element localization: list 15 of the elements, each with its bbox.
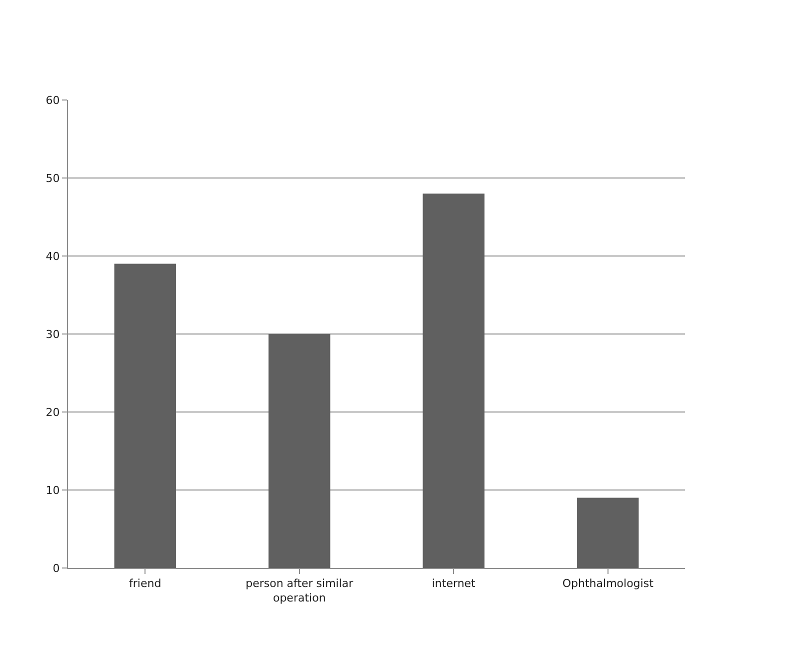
y-tick-label: 50 <box>46 172 60 185</box>
y-tick-label: 0 <box>52 562 60 575</box>
bar <box>577 498 639 568</box>
x-tick-label: person after similar operation <box>246 577 354 604</box>
y-tick-label: 40 <box>46 250 60 263</box>
x-tick-label: Ophthalmologist <box>562 577 654 590</box>
bar <box>114 264 176 568</box>
bar <box>268 334 330 568</box>
y-tick-label: 20 <box>46 406 60 419</box>
y-tick-label: 30 <box>46 328 60 341</box>
y-tick-label: 10 <box>46 484 60 497</box>
bar <box>422 194 484 568</box>
x-tick-label: friend <box>129 577 162 590</box>
y-tick-label: 60 <box>46 94 60 107</box>
x-tick-label: internet <box>432 577 476 590</box>
